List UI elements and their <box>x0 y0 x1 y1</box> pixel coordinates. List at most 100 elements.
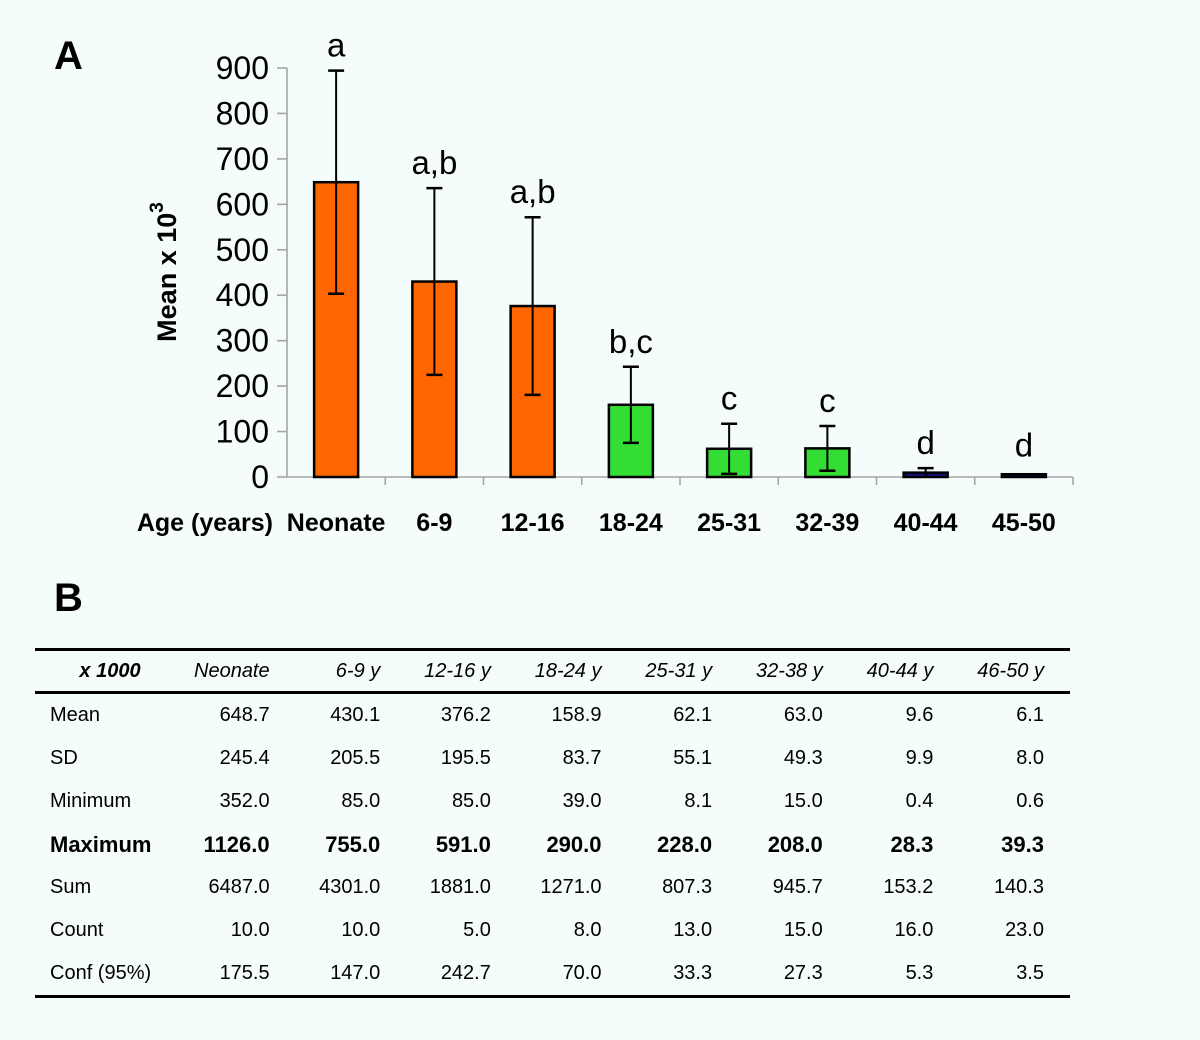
table-cell: 13.0 <box>673 919 713 941</box>
table-cell: 85.0 <box>451 790 491 812</box>
significance-label: d <box>916 424 934 461</box>
significance-label: b,c <box>609 323 653 360</box>
row-label: Conf (95%) <box>50 962 152 984</box>
table-cell: 4301.0 <box>319 876 381 898</box>
table-cell: 245.4 <box>219 747 270 769</box>
corner-label: x 1000 <box>79 659 141 682</box>
x-category-label: 25-31 <box>697 509 761 537</box>
table-cell: 8.0 <box>1016 747 1044 769</box>
table-cell: 8.1 <box>684 790 713 812</box>
table-cell: 648.7 <box>219 704 270 726</box>
table-cell: 10.0 <box>341 919 381 941</box>
table-cell: 147.0 <box>330 962 381 984</box>
significance-label: c <box>721 380 738 417</box>
table-cell: 5.3 <box>905 962 934 984</box>
y-tick-label: 600 <box>216 186 269 222</box>
stats-table-body: Mean 648.7 430.1 376.2 158.9 62.1 63.0 9.6 6.1 SD… <box>35 693 1070 997</box>
x-category-label: 12-16 <box>501 509 565 537</box>
table-cell: 290.0 <box>546 831 602 857</box>
table-cell: 10.0 <box>230 919 270 941</box>
table-row: Sum 6487.0 4301.0 1881.0 1271.0 807.3 945.7 153… <box>35 866 1070 909</box>
table-cell: 591.0 <box>435 831 491 857</box>
x-axis-title: Age (years) <box>137 509 273 537</box>
significance-label: d <box>1015 427 1033 464</box>
y-tick-label: 900 <box>216 50 269 86</box>
header-row: x 1000 Neonate 6-9 y 12-16 y 18-24 y 25-31 y… <box>35 650 1070 693</box>
significance-label: a,b <box>411 144 457 181</box>
column-header: 18-24 y <box>534 659 602 682</box>
panel-b-label: B <box>54 576 83 620</box>
y-tick-label: 100 <box>216 414 269 450</box>
table-cell: 195.5 <box>440 747 491 769</box>
table-cell: 70.0 <box>562 962 602 984</box>
y-tick-label: 200 <box>216 368 269 404</box>
stats-table: x 1000 Neonate 6-9 y 12-16 y 18-24 y 25-31 y… <box>35 648 1070 998</box>
table-cell: 15.0 <box>783 790 823 812</box>
row-label: Minimum <box>50 790 132 812</box>
significance-label: a <box>327 27 346 64</box>
bar <box>1000 472 1048 479</box>
column-header: 6-9 y <box>335 659 381 682</box>
table-cell: 6.1 <box>1016 704 1044 726</box>
table-cell: 49.3 <box>783 747 823 769</box>
table-cell: 205.5 <box>330 747 381 769</box>
column-header: 46-50 y <box>977 659 1044 682</box>
table-row: Maximum 1126.0 755.0 591.0 290.0 228.0 208.0 28… <box>35 823 1070 866</box>
table-cell: 39.0 <box>562 790 602 812</box>
table-cell: 39.3 <box>1001 831 1044 857</box>
table-cell: 153.2 <box>883 876 934 898</box>
table-cell: 755.0 <box>325 831 381 857</box>
table-cell: 242.7 <box>440 962 491 984</box>
stats-table-header: x 1000 Neonate 6-9 y 12-16 y 18-24 y 25-31 y… <box>35 650 1070 693</box>
table-cell: 6487.0 <box>208 876 270 898</box>
table-cell: 1881.0 <box>429 876 491 898</box>
table-cell: 28.3 <box>890 831 934 857</box>
table-row: Mean 648.7 430.1 376.2 158.9 62.1 63.0 9.6 6.1 <box>35 693 1070 738</box>
x-category-label: 18-24 <box>599 509 663 537</box>
table-row: Count 10.0 10.0 5.0 8.0 13.0 15.0 16.0 23.0 <box>35 909 1070 952</box>
column-header: Neonate <box>194 659 270 682</box>
y-tick-label: 700 <box>216 141 269 177</box>
table-cell: 23.0 <box>1005 919 1044 941</box>
x-category-label: 32-39 <box>795 509 859 537</box>
table-cell: 8.0 <box>573 919 602 941</box>
row-label: Sum <box>50 876 92 898</box>
table-cell: 3.5 <box>1016 962 1044 984</box>
table-cell: 140.3 <box>993 876 1044 898</box>
y-axis-title: Mean x 103 <box>147 202 182 342</box>
row-label: SD <box>50 747 78 769</box>
column-header: 40-44 y <box>866 659 934 682</box>
table-cell: 228.0 <box>657 831 713 857</box>
table-cell: 1126.0 <box>203 831 270 857</box>
table-cell: 5.0 <box>463 919 491 941</box>
significance-label: a,b <box>510 173 556 210</box>
x-category-label: 45-50 <box>992 509 1056 537</box>
x-category-label: 6-9 <box>416 509 452 537</box>
table-cell: 1271.0 <box>540 876 602 898</box>
x-category-label: Neonate <box>287 509 386 537</box>
table-cell: 55.1 <box>673 747 713 769</box>
table-cell: 16.0 <box>894 919 934 941</box>
table-cell: 0.4 <box>905 790 934 812</box>
y-tick-label: 500 <box>216 232 269 268</box>
y-tick-label: 800 <box>216 95 269 131</box>
table-cell: 376.2 <box>440 704 491 726</box>
significance-label: c <box>819 382 836 419</box>
row-label: Maximum <box>50 831 152 857</box>
table-cell: 63.0 <box>783 704 823 726</box>
table-cell: 430.1 <box>330 704 381 726</box>
table-cell: 15.0 <box>783 919 823 941</box>
table-cell: 945.7 <box>772 876 823 898</box>
y-tick-label: 0 <box>251 459 269 495</box>
table-row: SD 245.4 205.5 195.5 83.7 55.1 49.3 9.9 8.0 <box>35 737 1070 780</box>
table-cell: 62.1 <box>673 704 713 726</box>
column-header: 25-31 y <box>645 659 713 682</box>
table-cell: 83.7 <box>562 747 602 769</box>
y-tick-label: 300 <box>216 323 269 359</box>
table-cell: 158.9 <box>551 704 602 726</box>
x-category-label: 40-44 <box>894 509 958 537</box>
row-label: Mean <box>50 704 101 726</box>
table-cell: 352.0 <box>219 790 270 812</box>
table-cell: 0.6 <box>1016 790 1044 812</box>
table-cell: 807.3 <box>662 876 713 898</box>
